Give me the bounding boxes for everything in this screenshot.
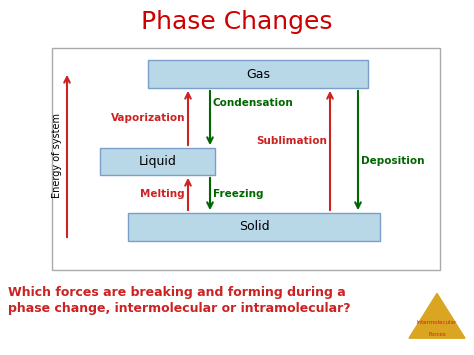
- Bar: [100, 148, 215, 175]
- Text: Intermolecular: Intermolecular: [417, 320, 457, 324]
- Bar: [52, 48, 440, 270]
- Text: Condensation: Condensation: [213, 98, 294, 108]
- Bar: [128, 213, 380, 241]
- Text: phase change, intermolecular or intramolecular?: phase change, intermolecular or intramol…: [8, 302, 351, 315]
- Polygon shape: [409, 293, 465, 338]
- Bar: [148, 60, 368, 88]
- Text: Energy of system: Energy of system: [52, 114, 62, 198]
- Text: Forces: Forces: [428, 332, 446, 337]
- Text: Deposition: Deposition: [361, 155, 425, 165]
- Text: Solid: Solid: [239, 220, 269, 234]
- Text: Sublimation: Sublimation: [256, 136, 327, 146]
- Text: Freezing: Freezing: [213, 189, 264, 199]
- Text: Gas: Gas: [246, 67, 270, 81]
- Text: Melting: Melting: [140, 189, 185, 199]
- Text: Vaporization: Vaporization: [110, 113, 185, 123]
- Text: Which forces are breaking and forming during a: Which forces are breaking and forming du…: [8, 286, 346, 299]
- Text: Phase Changes: Phase Changes: [141, 10, 333, 34]
- Text: Liquid: Liquid: [138, 155, 176, 168]
